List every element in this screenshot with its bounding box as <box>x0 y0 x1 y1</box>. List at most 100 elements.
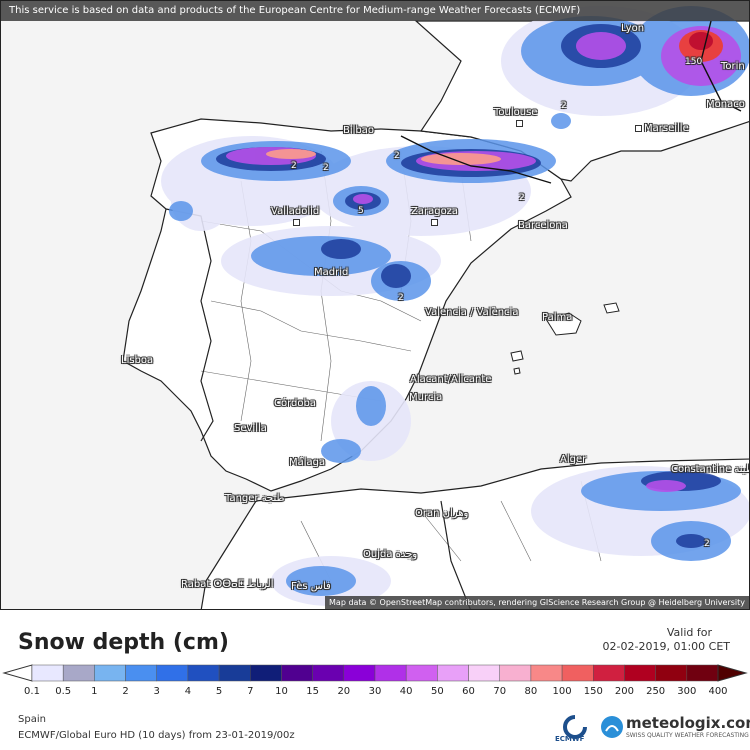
city-label: Torin <box>721 61 745 72</box>
scale-tick-label: 20 <box>337 686 351 697</box>
city-torino: Torin <box>721 61 745 72</box>
scale-tick-label: 300 <box>677 686 697 697</box>
scale-tick-label: 250 <box>646 686 666 697</box>
contour-label: 2 <box>394 151 400 161</box>
meteologix-logo-icon <box>601 716 623 738</box>
city-cordoba: Córdoba <box>274 398 316 409</box>
city-label: Barcelona <box>518 220 568 231</box>
city-label: Lisboa <box>121 355 154 366</box>
scale-swatch <box>281 664 313 682</box>
scale-swatch <box>468 664 500 682</box>
scale-tick-label: 10 <box>275 686 288 697</box>
scale-tick-label: 15 <box>306 686 319 697</box>
scale-tick-label: 4 <box>184 686 192 697</box>
city-label: Alacant/Alicante <box>410 374 492 385</box>
valid-date: 02-02-2019, 01:00 CET <box>602 640 730 653</box>
city-label: Madrid <box>314 267 349 278</box>
city-madrid: Madrid <box>314 267 348 278</box>
contour-label: 2 <box>519 193 525 203</box>
city-lyon: Lyon <box>621 23 644 34</box>
map-attribution: Map data © OpenStreetMap contributors, r… <box>325 596 749 609</box>
city-toulouse: Toulouse <box>494 107 537 129</box>
ecmwf-logo-text: ECMWF <box>555 735 585 743</box>
scale-swatch <box>343 664 376 682</box>
city-label: Valencia / València <box>425 307 519 318</box>
city-label: Rabat ⵔⴱⴰⵟ الرباط <box>181 579 274 590</box>
scale-arrow-low <box>2 664 33 682</box>
scale-swatch <box>437 664 469 682</box>
scale-tick-label: 400 <box>708 686 728 697</box>
city-tanger: Tanger طنجة <box>225 493 285 504</box>
scale-swatch <box>530 664 563 682</box>
scale-tick-label: 40 <box>399 686 413 697</box>
scale-tick-label: 0.1 <box>24 686 40 697</box>
scale-tick-label: 30 <box>368 686 382 697</box>
scale-swatch <box>125 664 157 682</box>
scale-swatch <box>405 664 438 682</box>
contour-label: 5 <box>358 206 364 216</box>
contour-label: 2 <box>323 163 329 173</box>
city-alacant: Alacant/Alicante <box>410 374 491 385</box>
valid-for-label: Valid for <box>666 626 712 639</box>
scale-swatch <box>156 664 189 682</box>
region-label: Spain <box>18 714 46 725</box>
city-barcelona: Barcelona <box>518 220 568 231</box>
scale-arrow-high <box>717 664 748 682</box>
city-label: Murcia <box>409 392 443 403</box>
city-zaragoza: Zaragoza <box>411 206 458 228</box>
city-label: Sevilla <box>234 423 267 434</box>
snow-depth-map[interactable]: This service is based on data and produc… <box>0 0 750 610</box>
city-murcia: Murcia <box>409 392 442 403</box>
scale-swatch <box>686 664 719 682</box>
scale-tick-label: 200 <box>614 686 634 697</box>
scale-swatch <box>250 664 282 682</box>
contour-label: 2 <box>291 161 297 171</box>
scale-tick-label: 3 <box>153 686 160 697</box>
scale-swatch <box>624 664 656 682</box>
city-marseille: Marseille <box>633 123 689 134</box>
meteologix-tagline: SWISS QUALITY WEATHER FORECASTING <box>626 732 749 739</box>
city-label: Marseille <box>644 123 689 134</box>
scale-tick-label: 80 <box>524 686 538 697</box>
scale-swatch <box>374 664 407 682</box>
scale-tick-label: 60 <box>462 686 475 697</box>
city-label: Constantine قسنطينة <box>671 464 749 475</box>
scale-swatch <box>561 664 594 682</box>
city-label: Palma <box>542 312 573 323</box>
scale-tick-label: 50 <box>430 686 444 697</box>
city-oujda: Oujda وجدة <box>363 549 417 560</box>
contour-label: 150 <box>685 57 703 67</box>
scale-swatch <box>62 664 95 682</box>
city-valladolid: Valladolid <box>271 206 319 228</box>
city-malaga: Málaga <box>289 457 325 468</box>
legend-title: Snow depth (cm) <box>18 630 229 655</box>
city-constantine: Constantine قسنطينة <box>671 464 749 475</box>
city-label: Valladolid <box>271 206 320 217</box>
city-valencia: Valencia / València <box>425 307 518 318</box>
city-label: Zaragoza <box>411 206 459 217</box>
scale-swatch <box>312 664 345 682</box>
scale-tick-label: 150 <box>583 686 603 697</box>
city-label: Bilbao <box>343 125 375 136</box>
scale-swatch <box>655 664 688 682</box>
scale-swatch <box>94 664 126 682</box>
scale-tick-label: 100 <box>552 686 572 697</box>
city-label: Oran وهران <box>415 508 469 519</box>
city-label: Tanger طنجة <box>225 493 285 504</box>
contour-label: 2 <box>704 539 710 549</box>
city-sevilla: Sevilla <box>234 423 267 434</box>
meteologix-name: meteologix.com <box>626 714 750 732</box>
city-bilbao: Bilbao <box>343 125 374 136</box>
city-label: Málaga <box>289 457 326 468</box>
city-label: Monaco <box>706 99 745 110</box>
model-info: ECMWF/Global Euro HD (10 days) from 23-0… <box>18 730 295 741</box>
city-label: Córdoba <box>274 398 316 409</box>
scale-swatch <box>593 664 625 682</box>
scale-tick-label: 0.5 <box>55 686 72 697</box>
ecmwf-logo-icon <box>563 715 587 739</box>
legend-panel: Snow depth (cm) Valid for 02-02-2019, 01… <box>0 610 750 750</box>
ecmwf-banner: This service is based on data and produc… <box>1 1 749 21</box>
color-scale-bar <box>2 664 748 682</box>
city-label: Fès فاس <box>291 581 331 592</box>
map-canvas <box>1 1 749 609</box>
